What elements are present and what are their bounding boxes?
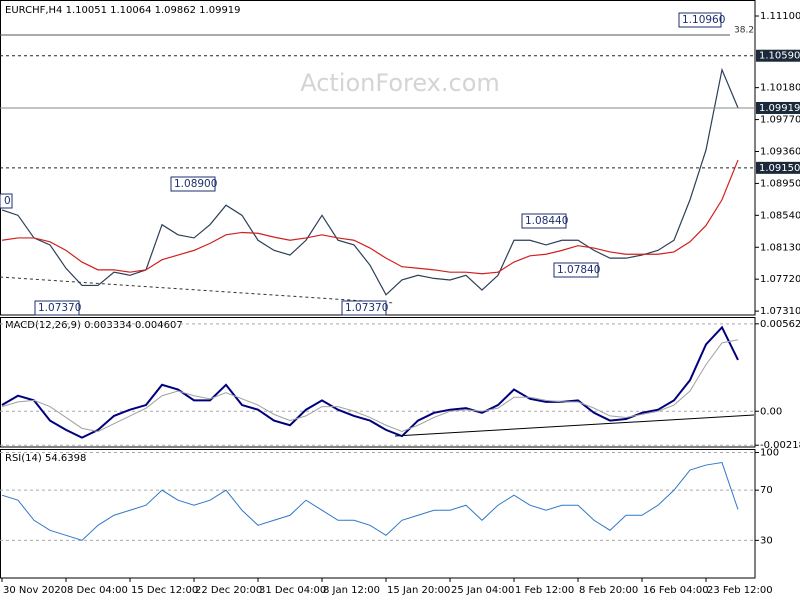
annotation: 0: [0, 193, 13, 209]
annotation-text: 1.07370: [38, 302, 81, 314]
x-tick-label: 22 Dec 20:00: [195, 585, 262, 596]
level-label: 1.09150: [759, 163, 800, 174]
y-tick-label: 1.07720: [760, 274, 800, 285]
series-line: [1, 339, 739, 432]
annotation: 1.07370: [34, 300, 81, 316]
y-tick-label: 1.08540: [760, 210, 800, 221]
y-tick-label: 1.11100: [760, 11, 800, 22]
level-box: [756, 101, 800, 114]
x-tick-label: 8 Dec 04:00: [67, 585, 128, 596]
y-tick-label: 1.09770: [760, 115, 800, 126]
level-label: 1.10590: [759, 51, 800, 62]
x-tick-label: 16 Feb 04:00: [643, 585, 709, 596]
x-tick-label: 15 Jan 20:00: [387, 585, 450, 596]
annotation-text: 1.07840: [557, 264, 600, 276]
y-tick-label: 70: [760, 485, 773, 496]
macd-title: MACD(12,26,9) 0.003334 0.004607: [5, 320, 183, 331]
level-box: [756, 49, 800, 62]
y-tick-label: -0.002185: [760, 440, 800, 451]
y-tick-label: 0.005625: [760, 319, 800, 330]
y-tick-label: 100: [760, 448, 779, 459]
x-tick-label: 8 Feb 20:00: [579, 585, 638, 596]
annotation-text: 38.2: [734, 26, 754, 36]
annotation: 1.10960: [678, 12, 725, 28]
x-tick-label: 1 Feb 12:00: [515, 585, 574, 596]
y-tick-label: 1.08950: [760, 178, 800, 189]
annotation: 1.08440: [521, 213, 568, 229]
x-tick-label: 15 Dec 12:00: [131, 585, 198, 596]
series-line: [1, 67, 739, 296]
watermark: ActionForex.com: [300, 69, 500, 97]
x-tick-label: 30 Nov 2020: [3, 585, 67, 596]
annotation-text: 1.07370: [345, 302, 388, 314]
chart-title: EURCHF,H4 1.10051 1.10064 1.09862 1.0991…: [5, 5, 241, 16]
series-line: [1, 325, 739, 439]
y-tick-label: 30: [760, 535, 773, 546]
series-line: [1, 159, 739, 275]
annotation-text: 1.08900: [174, 178, 217, 190]
y-tick-label: 1.08130: [760, 242, 800, 253]
x-tick-label: 31 Dec 04:00: [259, 585, 326, 596]
annotation: 1.07840: [553, 262, 600, 278]
x-tick-label: 25 Jan 04:00: [451, 585, 514, 596]
series-line: [1, 461, 739, 541]
y-tick-label: 0.00: [760, 406, 782, 417]
y-tick-label: 1.10180: [760, 83, 800, 94]
y-tick-label: 1.07310: [760, 306, 800, 317]
y-tick-label: 1.09360: [760, 146, 800, 157]
macd-trend-line: [394, 414, 755, 437]
annotation-text: 1.08440: [525, 215, 568, 227]
rsi-title: RSI(14) 54.6398: [5, 453, 86, 464]
annotation-text: 1.10960: [682, 14, 725, 26]
x-tick-label: 8 Jan 12:00: [323, 585, 380, 596]
level-label: 1.09919: [759, 103, 800, 114]
annotation: 1.08900: [170, 176, 217, 192]
annotation: 1.07370: [341, 300, 388, 316]
x-tick-label: 23 Feb 12:00: [707, 585, 773, 596]
annotation-text: 0: [4, 195, 11, 207]
level-box: [756, 161, 800, 174]
